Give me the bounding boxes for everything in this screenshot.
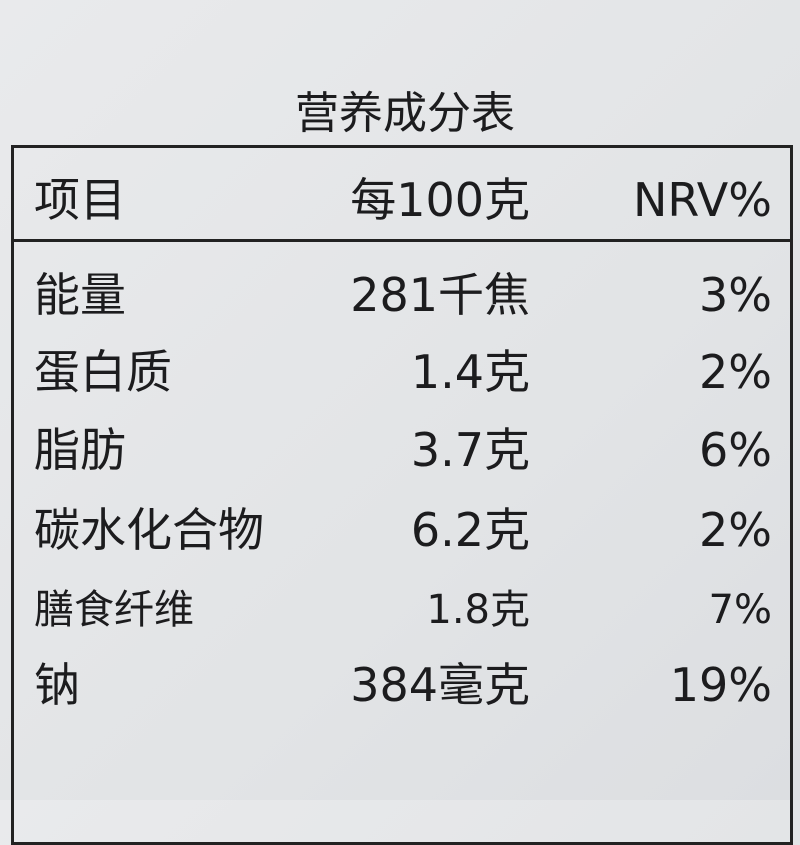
- amount-cell: 281千焦: [350, 268, 530, 322]
- amount-cell: 1.4克: [410, 345, 530, 399]
- amount-cell: 384毫克: [350, 658, 530, 712]
- nrv-cell: 2%: [699, 503, 772, 557]
- amount-cell: 1.8克: [426, 587, 530, 633]
- nrv-cell: 6%: [699, 423, 772, 477]
- item-cell: 膳食纤维: [34, 587, 194, 633]
- header-item-cell: 项目: [34, 173, 126, 227]
- item-cell: 钠: [34, 658, 80, 712]
- header-nrv-cell: NRV%: [632, 173, 772, 227]
- item-cell: 能量: [34, 268, 126, 322]
- nrv-cell: 19%: [669, 658, 772, 712]
- nrv-cell: 7%: [708, 587, 772, 633]
- table-frame: [11, 145, 793, 845]
- amount-cell: 6.2克: [410, 503, 530, 557]
- amount-cell: 3.7克: [410, 423, 530, 477]
- nrv-cell: 2%: [699, 345, 772, 399]
- item-cell: 蛋白质: [34, 345, 172, 399]
- header-divider: [11, 239, 793, 242]
- item-cell: 碳水化合物: [34, 503, 264, 557]
- nrv-cell: 3%: [699, 268, 772, 322]
- item-cell: 脂肪: [34, 423, 126, 477]
- header-amount-cell: 每100克: [350, 173, 530, 227]
- table-title: 营养成分表: [295, 88, 515, 139]
